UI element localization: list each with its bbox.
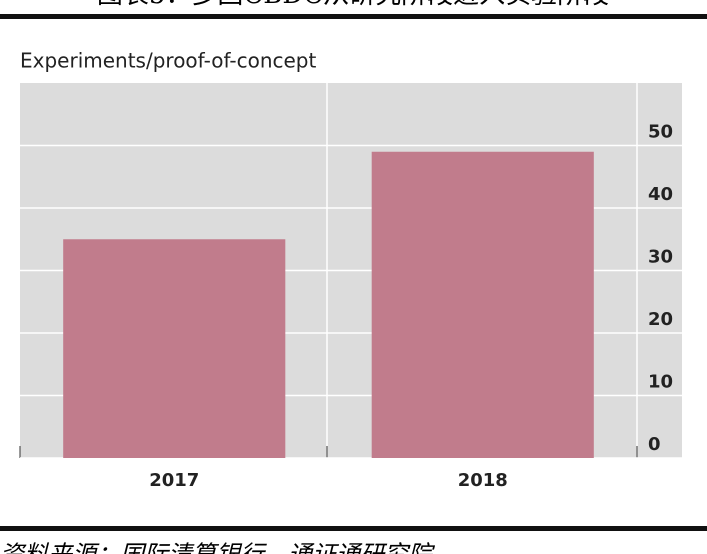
y-tick-label: 50 (648, 122, 673, 143)
bar (63, 239, 286, 458)
bar (371, 151, 594, 458)
header-rule (0, 14, 707, 19)
header-title: 图表5：多国CBDC从研究阶段进入实验阶段 (97, 0, 609, 10)
y-tick-label: 30 (648, 247, 673, 268)
x-tick-label: 2018 (458, 470, 508, 491)
y-tick-label: 20 (648, 309, 673, 330)
y-tick-label: 10 (648, 372, 673, 393)
y-tick-label: 0 (648, 434, 661, 455)
footer-source: 资料来源：国际清算银行，通证通研究院 (0, 541, 436, 554)
x-tick-label: 2017 (149, 470, 199, 491)
y-tick-label: 40 (648, 184, 673, 205)
x-axis-band (20, 458, 682, 498)
chart-title: Experiments/proof-of-concept (20, 49, 317, 73)
footer-rule (0, 526, 707, 531)
